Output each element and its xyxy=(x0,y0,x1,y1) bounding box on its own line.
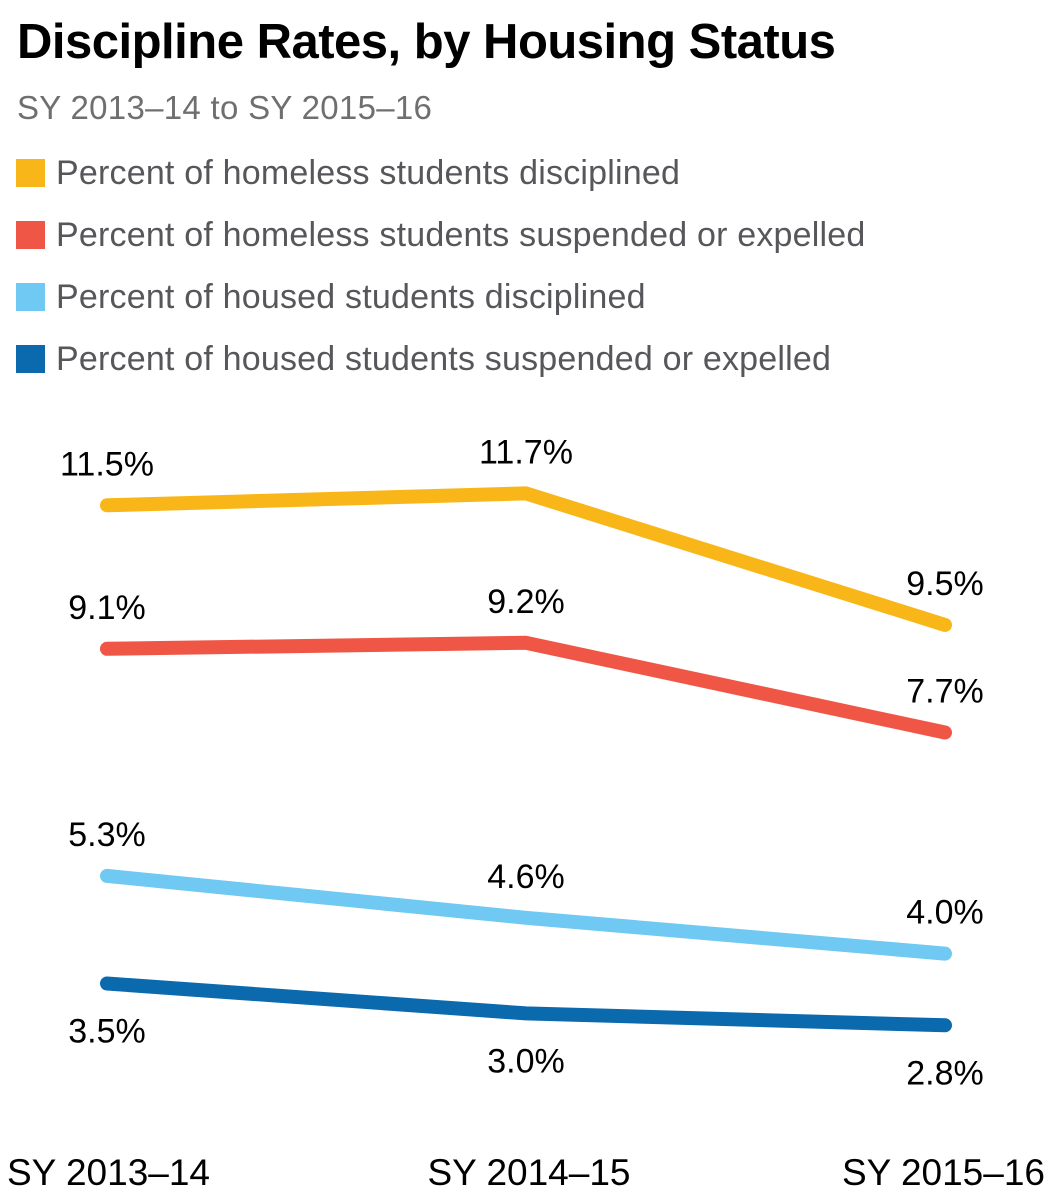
data-label: 5.3% xyxy=(68,816,146,854)
legend-item-3: Percent of housed students suspended or … xyxy=(16,339,866,378)
data-label: 2.8% xyxy=(906,1054,984,1092)
legend-label: Percent of homeless students disciplined xyxy=(56,153,681,192)
data-label: 4.0% xyxy=(906,894,984,932)
legend-item-1: Percent of homeless students suspended o… xyxy=(16,215,866,254)
data-label: 3.0% xyxy=(487,1042,565,1080)
data-label: 9.5% xyxy=(906,565,984,603)
data-label: 4.6% xyxy=(487,858,565,896)
legend-item-2: Percent of housed students disciplined xyxy=(16,277,866,316)
x-axis-label-1: SY 2014–15 xyxy=(427,1152,630,1193)
data-label: 7.7% xyxy=(906,673,984,711)
legend-label: Percent of housed students disciplined xyxy=(56,277,646,316)
legend-item-0: Percent of homeless students disciplined xyxy=(16,153,866,192)
legend-label: Percent of housed students suspended or … xyxy=(56,339,832,378)
series-line-0 xyxy=(100,486,952,632)
chart-subtitle: SY 2013–14 to SY 2015–16 xyxy=(17,89,433,126)
series-line-2 xyxy=(100,868,952,961)
legend-swatch-icon xyxy=(16,345,45,373)
x-axis-label-0: SY 2013–14 xyxy=(7,1152,210,1193)
legend-swatch-icon xyxy=(16,221,45,249)
series-line-3 xyxy=(100,976,952,1033)
legend-swatch-icon xyxy=(16,283,45,311)
data-label: 9.2% xyxy=(487,583,565,621)
data-label: 11.7% xyxy=(479,433,573,471)
data-label: 9.1% xyxy=(68,589,146,627)
chart-title: Discipline Rates, by Housing Status xyxy=(17,15,836,69)
data-label: 3.5% xyxy=(68,1013,146,1051)
x-axis-label-2: SY 2015–16 xyxy=(842,1152,1045,1193)
legend-label: Percent of homeless students suspended o… xyxy=(56,215,866,254)
series-line-1 xyxy=(100,635,952,740)
legend-swatch-icon xyxy=(16,159,45,187)
legend: Percent of homeless students disciplined… xyxy=(16,153,866,404)
data-label: 11.5% xyxy=(60,445,154,483)
